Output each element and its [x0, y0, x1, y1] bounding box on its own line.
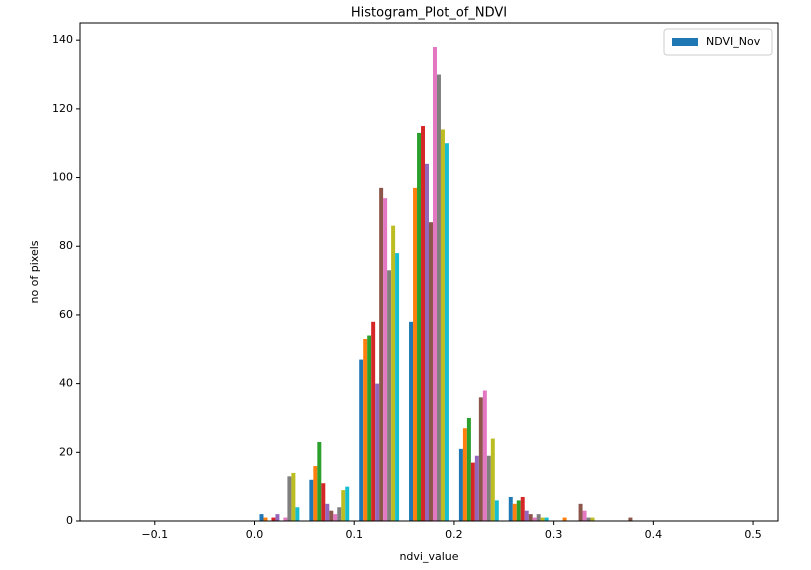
bar — [391, 225, 396, 522]
bar — [371, 321, 376, 521]
bar — [333, 514, 338, 521]
x-tick-label: 0.5 — [744, 528, 762, 541]
bar — [474, 455, 479, 521]
bar — [520, 496, 525, 521]
bar — [383, 198, 388, 521]
x-tick-label: −0.1 — [141, 528, 168, 541]
bar — [466, 417, 471, 521]
bar — [313, 466, 318, 521]
y-tick-label: 140 — [52, 33, 73, 46]
bar — [540, 517, 545, 521]
bar — [421, 126, 426, 521]
bar — [425, 163, 429, 522]
bar — [367, 335, 372, 521]
bar — [508, 496, 513, 521]
x-tick-label: 0.3 — [545, 528, 563, 541]
bar — [478, 397, 483, 521]
bar — [482, 390, 487, 521]
bar — [444, 143, 449, 521]
y-tick-label: 60 — [59, 308, 73, 321]
bar — [283, 517, 288, 521]
bar — [275, 514, 280, 521]
bar — [363, 338, 368, 521]
bar — [544, 517, 549, 521]
bar — [536, 514, 541, 521]
bar — [458, 448, 463, 521]
bar — [317, 442, 322, 521]
bar — [375, 383, 380, 521]
bar — [291, 472, 296, 521]
y-tick-label: 100 — [52, 171, 73, 184]
bar — [432, 47, 437, 521]
y-tick-label: 80 — [59, 239, 73, 252]
bar — [345, 486, 350, 521]
bar — [287, 476, 292, 521]
bar — [309, 479, 314, 521]
x-tick-label: 0.0 — [246, 528, 264, 541]
bar — [440, 129, 445, 521]
bar — [528, 514, 533, 521]
bar — [590, 517, 595, 521]
bar — [436, 74, 441, 521]
bar — [490, 438, 495, 521]
x-tick-label: 0.1 — [345, 528, 363, 541]
bar — [263, 517, 268, 521]
bar — [413, 187, 418, 522]
bar — [462, 428, 467, 521]
y-tick-label: 40 — [59, 377, 73, 390]
bar — [359, 359, 364, 521]
bar — [470, 462, 475, 521]
x-tick-label: 0.4 — [645, 528, 663, 541]
bar — [387, 270, 392, 521]
bar — [341, 490, 346, 521]
bar — [295, 507, 300, 521]
y-axis-label: no of pixels — [28, 240, 41, 303]
legend-label: NDVI_Nov — [706, 35, 761, 48]
bar — [417, 132, 422, 521]
bar — [628, 517, 633, 521]
bar — [429, 222, 433, 521]
bar — [325, 503, 330, 521]
bar — [337, 507, 342, 521]
x-axis-label: ndvi_value — [399, 550, 458, 563]
legend-box — [663, 28, 773, 56]
bar — [586, 517, 591, 521]
plot-frame — [79, 22, 779, 522]
bar — [512, 503, 517, 521]
bar — [578, 503, 583, 521]
y-tick-label: 120 — [52, 102, 73, 115]
bar — [516, 500, 521, 521]
bar — [562, 517, 567, 521]
bar — [271, 517, 276, 521]
chart-title: Histogram_Plot_of_NDVI — [351, 6, 507, 21]
bar — [321, 483, 326, 521]
y-tick-label: 0 — [66, 514, 73, 527]
bar — [486, 455, 491, 521]
y-tick-label: 20 — [59, 445, 73, 458]
bar — [494, 500, 499, 521]
bar — [329, 510, 334, 521]
x-tick-label: 0.2 — [445, 528, 463, 541]
legend-swatch — [672, 38, 698, 46]
bar — [259, 514, 264, 521]
bar — [395, 253, 400, 521]
bar — [524, 510, 529, 521]
bar — [582, 510, 587, 521]
bar — [532, 517, 537, 521]
bar — [409, 321, 414, 521]
bar — [379, 187, 384, 522]
